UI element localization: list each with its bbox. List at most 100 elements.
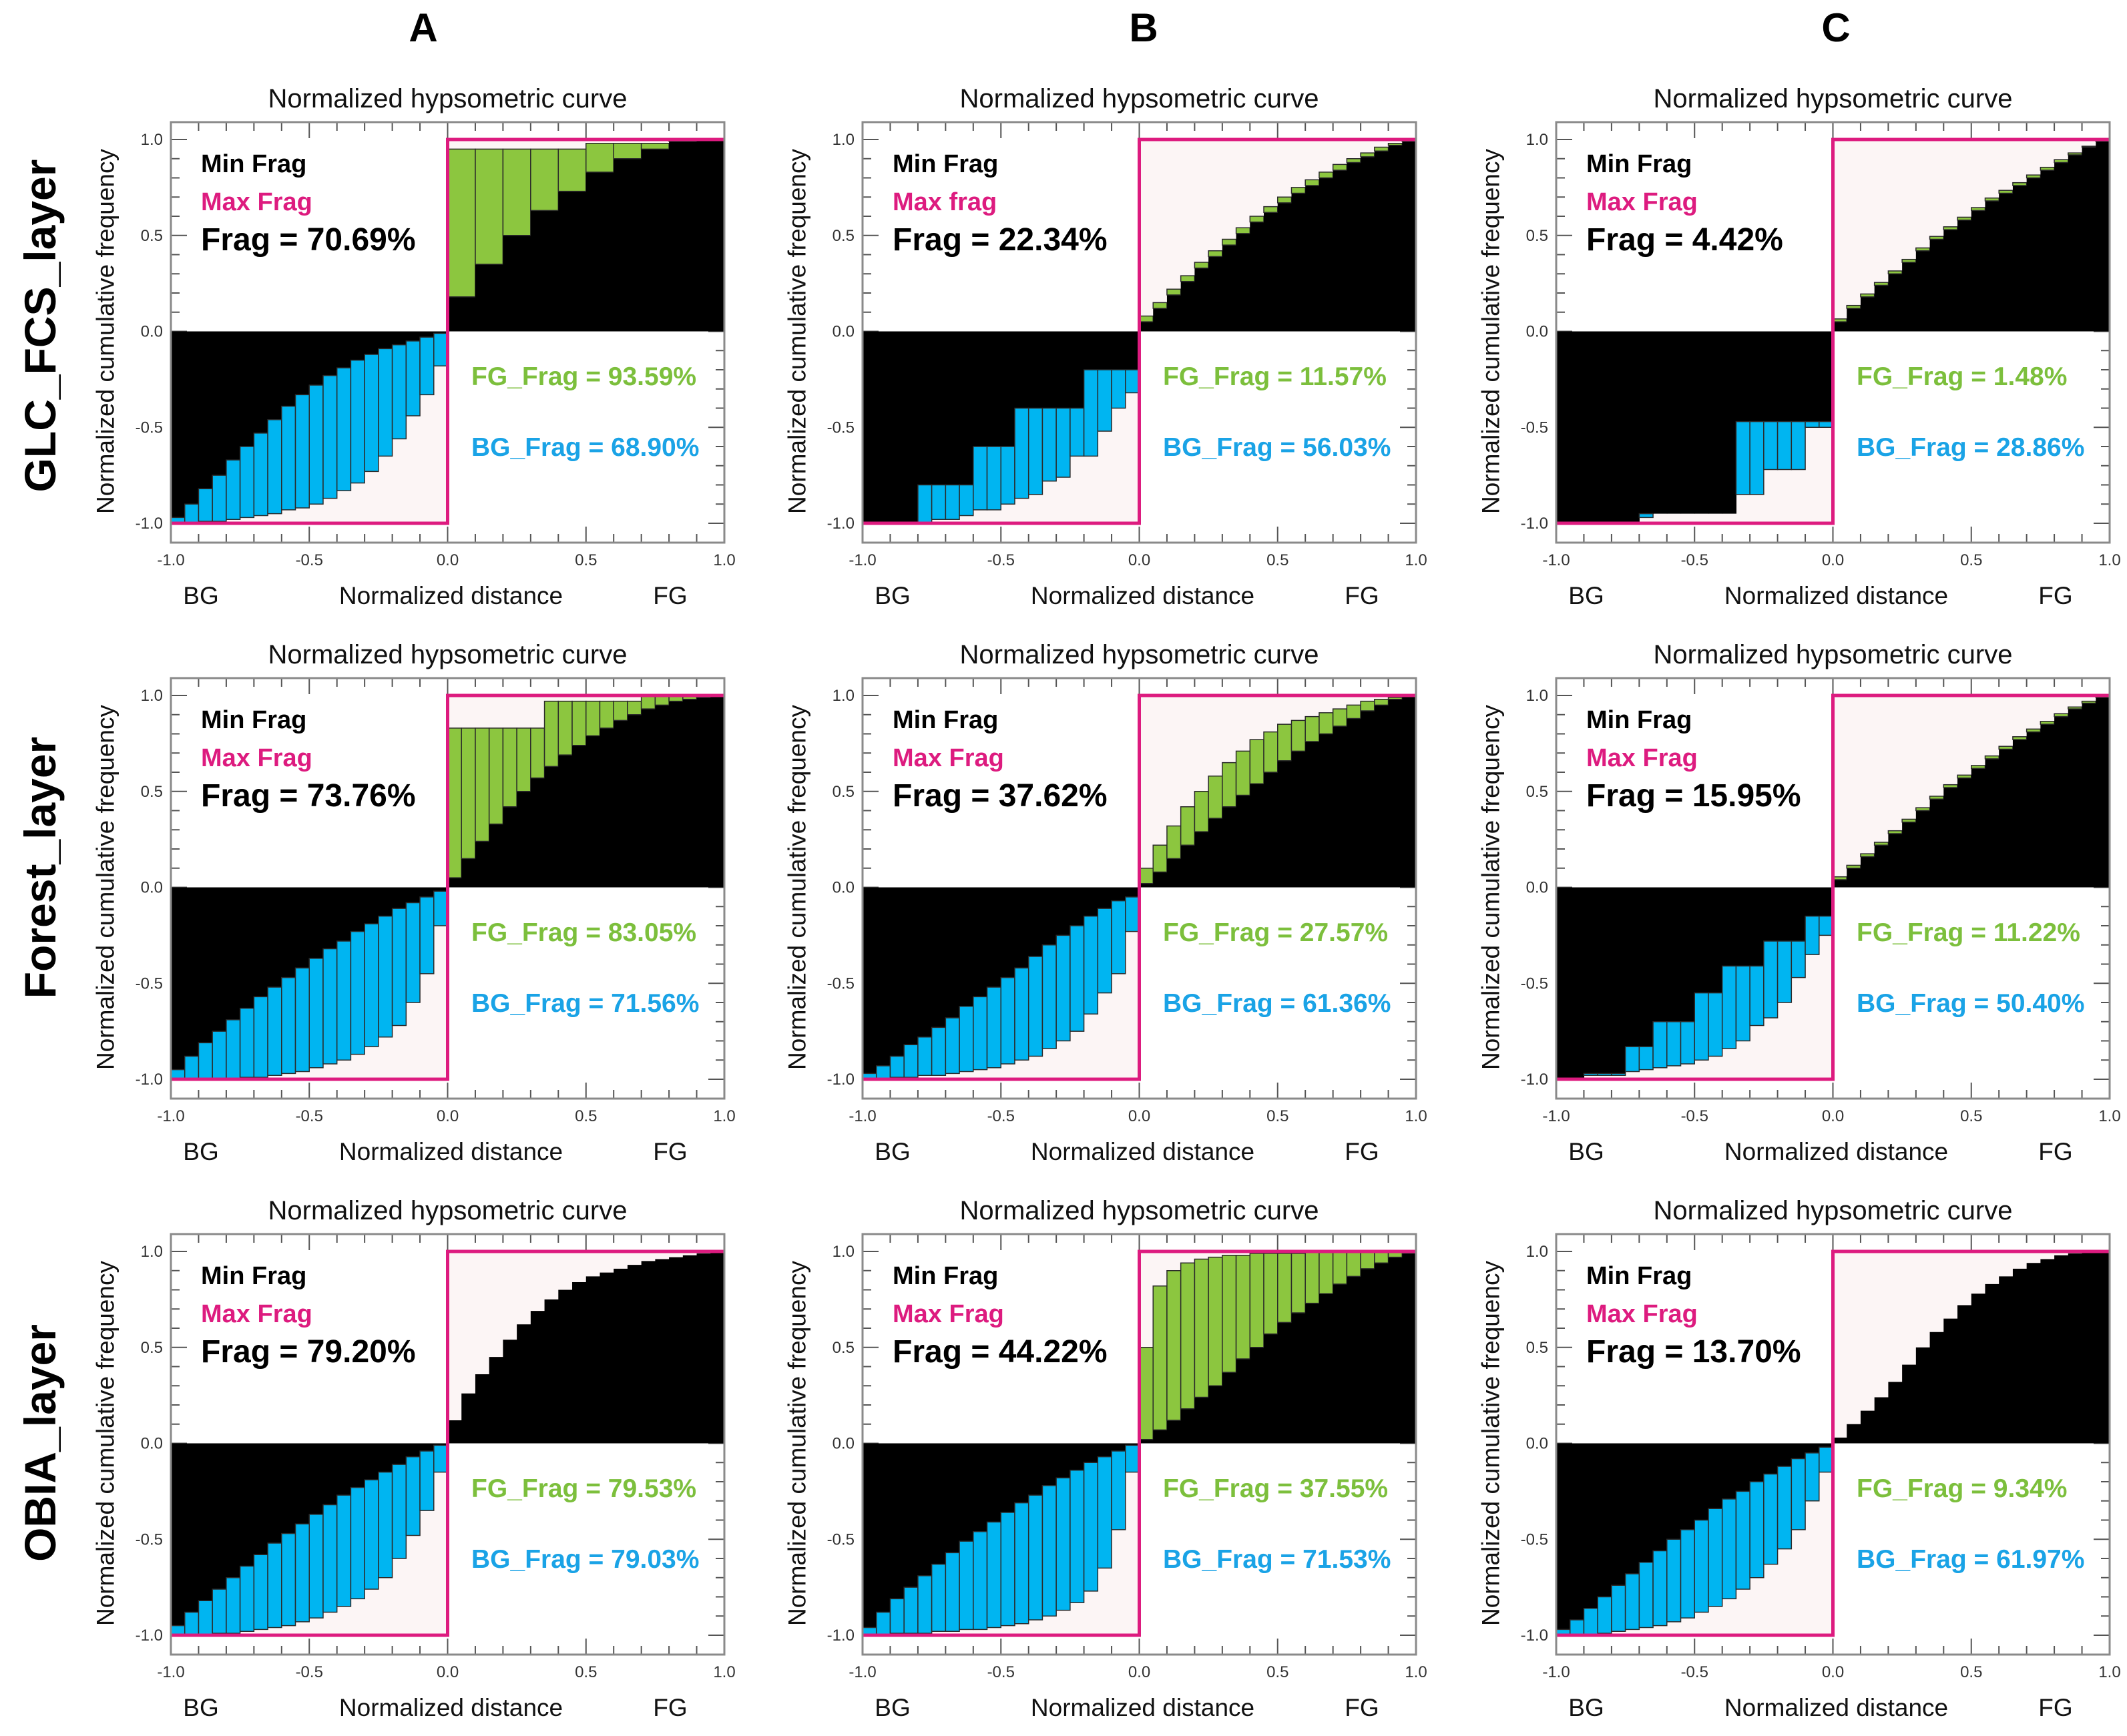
fg-min-frag-bar	[682, 1255, 698, 1444]
bg-frag-bar	[1805, 1452, 1820, 1502]
fg-min-frag-bar	[475, 264, 503, 332]
bg-min-frag-bar	[1639, 1443, 1654, 1562]
fg-frag-bar	[1971, 207, 1986, 212]
fg-min-frag-bar	[1971, 1293, 1986, 1444]
bg-frag-bar	[1721, 1498, 1737, 1600]
x-tick-label: 0.5	[1266, 1663, 1288, 1681]
bg-frag-bar	[267, 419, 282, 515]
y-tick-label: 0.5	[141, 1339, 163, 1357]
bg-min-frag-bar	[1777, 887, 1792, 941]
bg-min-frag-bar	[268, 1443, 282, 1543]
bg-frag-bar	[1763, 940, 1779, 1019]
bg-min-frag-bar	[1098, 331, 1112, 370]
legend-max-frag: Max Frag	[201, 1300, 312, 1328]
y-tick-label: 1.0	[833, 687, 855, 705]
fg-min-frag-bar	[1139, 883, 1154, 888]
bg-frag-bar	[1611, 1584, 1626, 1632]
plot-frame	[170, 677, 726, 1100]
fg-min-frag-bar	[503, 235, 531, 332]
fg-min-frag-bar	[1208, 256, 1223, 332]
bg-min-frag-bar	[1777, 1443, 1792, 1466]
bg-frag-bar	[1749, 1481, 1764, 1578]
bg-frag-bar	[267, 986, 282, 1076]
fg-frag-bar	[1374, 1251, 1389, 1263]
bg-frag-bar	[1070, 925, 1085, 1032]
y-tick-label: -0.5	[827, 1530, 855, 1548]
row-label: Forest_layer	[15, 737, 65, 999]
fg-frag-bar	[1860, 853, 1875, 858]
fg-min-frag-bar	[1943, 788, 1958, 888]
x-tick-label: -1.0	[1542, 551, 1570, 569]
bg-min-frag-bar	[1028, 331, 1043, 408]
fg-min-frag-bar	[489, 1357, 503, 1444]
fg-frag-bar	[1332, 164, 1348, 171]
bg-frag-bar	[1735, 965, 1750, 1042]
fg-max-frag-line	[446, 693, 724, 888]
bg-min-frag-bar	[281, 887, 296, 978]
bg-min-frag-bar	[1763, 887, 1779, 941]
x-axis-label: Normalized distance	[339, 582, 563, 609]
y-tick-label: 0.0	[1526, 1435, 1548, 1453]
bg-min-frag-bar	[931, 887, 946, 1028]
y-axis-label: Normalized cumulative frequency	[92, 704, 120, 1070]
fg-frag-bar	[516, 728, 531, 792]
fg-min-frag-bar	[1250, 222, 1264, 332]
legend-max-frag: Max Frag	[1586, 744, 1698, 772]
bg-frag-bar	[917, 1037, 933, 1076]
bg-min-frag-bar	[1098, 887, 1112, 909]
y-tick-label: 0.0	[1526, 323, 1548, 341]
legend-max-frag: Max Frag	[1586, 188, 1698, 216]
fg-frag-bar	[1138, 315, 1154, 322]
bg-frag-bar	[281, 1532, 296, 1627]
fg-frag-bar	[1360, 1251, 1375, 1269]
fg-min-frag-bar	[1361, 711, 1375, 888]
hypsometric-panel: Normalized hypsometric curve Normalized c…	[92, 1196, 736, 1721]
bg-frag-bar	[184, 1611, 200, 1636]
bg-min-frag-bar	[931, 1443, 946, 1564]
fg-frag-bar	[1152, 844, 1168, 873]
y-tick-label: -0.5	[136, 1530, 163, 1548]
fg-frag-bar	[613, 143, 642, 160]
fg-min-frag-bar	[641, 709, 656, 888]
fg-frag-bar	[1222, 1255, 1237, 1373]
fg-frag-bar	[571, 700, 587, 746]
fg-min-frag-bar	[1305, 742, 1320, 888]
fg-frag-bar	[1180, 1262, 1196, 1410]
bg-frag-bar	[419, 1450, 435, 1511]
fg-frag-bar	[1319, 172, 1334, 179]
bg-min-frag-bar	[226, 331, 241, 461]
y-tick-label: -1.0	[136, 1627, 163, 1645]
legend-min-frag: Min Frag	[893, 150, 998, 178]
fg-frag-bar	[1249, 1253, 1264, 1348]
row-label: OBIA_layer	[15, 1324, 65, 1562]
fg-end-label: FG	[2038, 1694, 2072, 1721]
bg-frag-bar	[1791, 1458, 1806, 1530]
bg-min-frag-bar	[945, 1443, 960, 1553]
y-tick-label: 1.0	[1526, 1243, 1548, 1261]
x-tick-label: 1.0	[1405, 1663, 1427, 1681]
bg-frag-bar	[281, 976, 296, 1075]
bg-min-frag-bar	[365, 887, 379, 924]
bg-min-frag-bar	[1653, 887, 1668, 1022]
bg-min-frag-bar	[1125, 887, 1140, 897]
bg-min-frag-bar	[1625, 1443, 1640, 1574]
bg-min-frag-bar	[1125, 1443, 1140, 1446]
bg-min-frag-bar	[1611, 887, 1626, 1074]
bg-frag-bar	[1111, 900, 1126, 974]
x-tick-label: -1.0	[157, 1107, 184, 1125]
bg-frag-bar	[1735, 420, 1750, 495]
y-tick-label: 0.0	[141, 1435, 163, 1453]
x-tick-label: -0.5	[296, 1107, 323, 1125]
bg-min-frag-bar	[406, 331, 421, 341]
bg-min-frag-bar	[1598, 331, 1612, 523]
bg-frag-bar	[1569, 1619, 1585, 1636]
bg-frag-bar	[1652, 1550, 1668, 1627]
bg-min-frag-bar	[1570, 331, 1585, 523]
fg-min-frag-bar	[1194, 832, 1209, 888]
y-axis-label: Normalized cumulative frequency	[784, 148, 811, 514]
bg-frag-bar	[253, 432, 268, 517]
x-tick-label: -1.0	[849, 551, 876, 569]
hypsometric-panel: Normalized hypsometric curve Normalized c…	[92, 640, 736, 1165]
bg-min-frag-bar	[1584, 887, 1598, 1074]
bg-frag-bar	[973, 996, 988, 1071]
